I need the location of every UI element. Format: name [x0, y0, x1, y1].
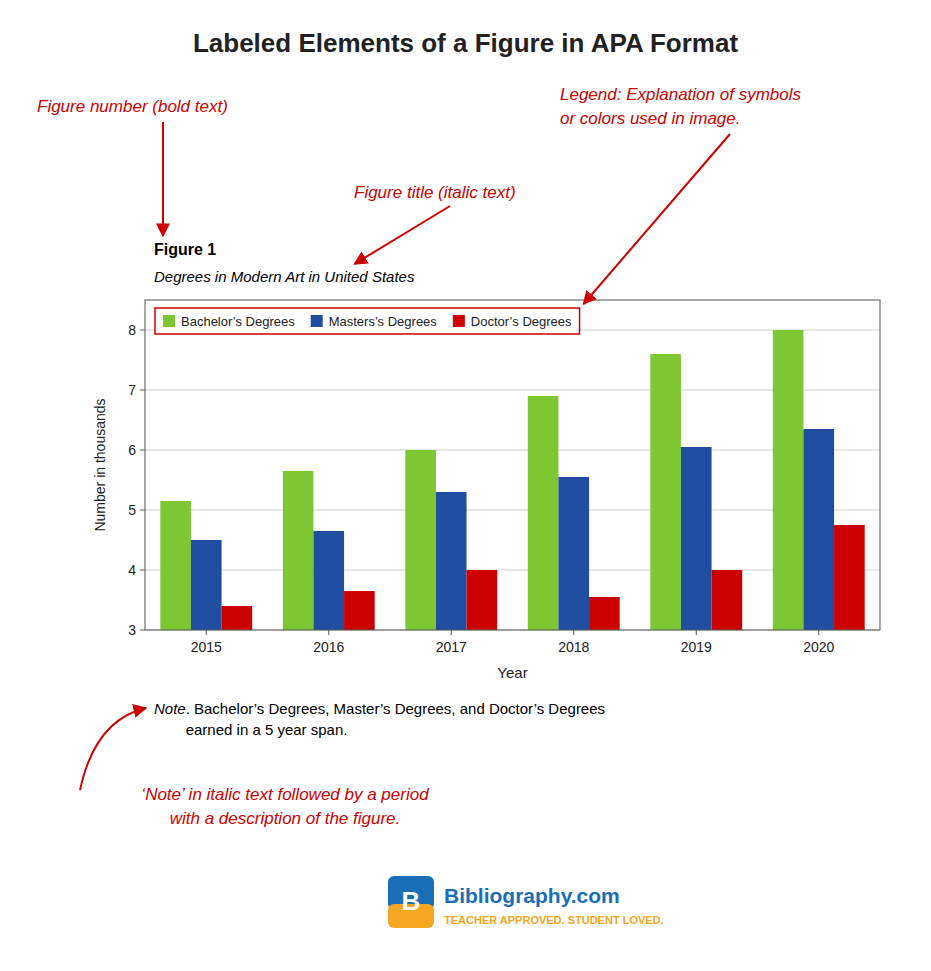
x-tick — [818, 630, 819, 635]
y-tick-label: 4 — [128, 562, 136, 578]
note-text: earned in a 5 year span. — [186, 721, 348, 738]
legend-swatch — [163, 315, 175, 327]
bars — [160, 330, 864, 630]
y-tick — [140, 510, 145, 511]
annotation: Figure title (italic text) — [354, 183, 516, 202]
y-tick — [140, 390, 145, 391]
footer-text: Bibliography.com — [444, 884, 620, 907]
bar — [344, 591, 375, 630]
bar — [834, 525, 865, 630]
legend-swatch — [311, 315, 323, 327]
grid-line — [145, 570, 880, 571]
x-tick-label: 2017 — [436, 639, 467, 655]
y-tick — [140, 330, 145, 331]
bar — [773, 330, 804, 630]
bar — [528, 396, 559, 630]
bar — [467, 570, 498, 630]
bar — [283, 471, 314, 630]
bar — [650, 354, 681, 630]
grid-line — [145, 390, 880, 391]
y-tick — [140, 630, 145, 631]
annotation: ‘Note’ in italic text followed by a peri… — [141, 785, 429, 804]
x-tick-label: 2016 — [313, 639, 344, 655]
y-tick-label: 3 — [128, 622, 136, 638]
note-label: Note — [154, 700, 186, 717]
legend-swatch — [453, 315, 465, 327]
annotation: Legend: Explanation of symbols — [560, 85, 801, 104]
bar — [222, 606, 253, 630]
footer-tagline: TEACHER APPROVED. STUDENT LOVED. — [444, 914, 664, 926]
plot-frame — [145, 300, 880, 630]
bar — [436, 492, 467, 630]
grid-line — [145, 510, 880, 511]
grid-line — [145, 450, 880, 451]
legend-entry: Bachelor’s Degrees — [181, 314, 295, 329]
bar — [405, 450, 436, 630]
annotation-arrow — [162, 122, 164, 236]
bar — [160, 501, 191, 630]
x-tick — [573, 630, 574, 635]
x-tick — [696, 630, 697, 635]
x-tick — [451, 630, 452, 635]
legend-frame — [155, 308, 580, 334]
figure-title: Degrees in Modern Art in United States — [154, 268, 415, 285]
x-axis-label: Year — [497, 664, 527, 681]
x-tick-label: 2018 — [558, 639, 589, 655]
annotation: or colors used in image. — [560, 109, 740, 128]
y-tick — [140, 570, 145, 571]
legend-entry: Masters’s Degrees — [329, 314, 438, 329]
logo-letter: B — [402, 886, 421, 916]
grid — [145, 330, 880, 630]
legend-entry: Doctor’s Degrees — [471, 314, 572, 329]
annotation-arrow — [80, 708, 146, 790]
figure-number: Figure 1 — [154, 241, 216, 258]
note-text: . Bachelor’s Degrees, Master’s Degrees, … — [186, 700, 605, 717]
bar — [313, 531, 344, 630]
annotation: Figure number (bold text) — [37, 97, 228, 116]
y-tick-label: 6 — [128, 442, 136, 458]
annotation: with a description of the figure. — [170, 809, 401, 828]
x-tick — [328, 630, 329, 635]
annotation-arrow — [354, 206, 450, 264]
x-tick-label: 2019 — [681, 639, 712, 655]
x-tick-label: 2015 — [191, 639, 222, 655]
bar — [558, 477, 589, 630]
bar — [191, 540, 222, 630]
y-tick-label: 5 — [128, 502, 136, 518]
y-axis-label: Number in thousands — [92, 398, 108, 531]
bar — [681, 447, 712, 630]
y-tick — [140, 450, 145, 451]
y-tick-label: 8 — [128, 322, 136, 338]
legend: Bachelor’s Degrees Masters’s Degrees Docto… — [155, 308, 580, 334]
x-tick — [206, 630, 207, 635]
bar — [589, 597, 620, 630]
y-tick-label: 7 — [128, 382, 136, 398]
bar — [712, 570, 743, 630]
annotation-arrow — [584, 134, 730, 304]
x-tick-label: 2020 — [803, 639, 834, 655]
bar — [803, 429, 834, 630]
title: Labeled Elements of a Figure in APA Form… — [193, 28, 738, 58]
